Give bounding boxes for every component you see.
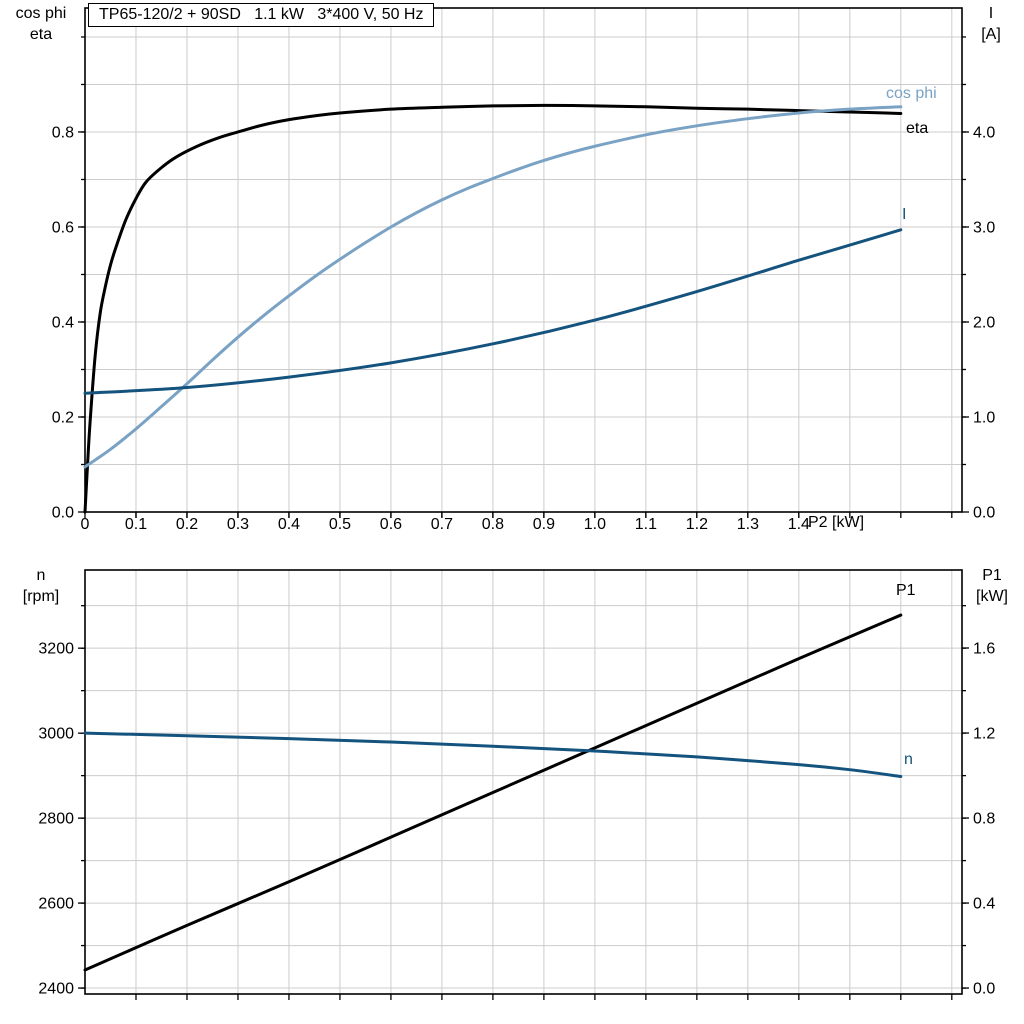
chart-1-tick-labels: 2400 2600 2800 3000 3200 0.0 0.4 0.8 1.2 1.6 <box>38 640 995 997</box>
left-tick-label: 0.0 <box>52 505 74 522</box>
left-axis-label-eta: eta <box>29 26 53 43</box>
left-tick-label: 2800 <box>38 811 74 828</box>
left-tick-label: 0.2 <box>52 409 74 426</box>
curve-label-speed: n <box>904 751 913 768</box>
curve-label-cos-phi: cos phi <box>886 85 937 102</box>
x-tick-label: 0.5 <box>329 516 351 533</box>
x-tick-label: 0.7 <box>431 516 453 533</box>
left-axis-label-cos-phi: cos phi <box>15 5 67 22</box>
curve-I <box>83 228 903 395</box>
chart-1-border <box>84 569 963 995</box>
x-axis-unit-label: P2 [kW] <box>808 514 865 531</box>
chart-1-ticks <box>78 605 969 1000</box>
x-tick-label: 0.9 <box>533 516 555 533</box>
right-tick-label: 0.8 <box>973 811 995 828</box>
x-tick-label: 0 <box>81 516 90 533</box>
right-tick-label: 2.0 <box>973 314 995 331</box>
x-tick-label: 0.3 <box>227 516 249 533</box>
right-tick-label: 3.0 <box>973 219 995 236</box>
curve-label-p1: P1 <box>896 582 916 599</box>
right-axis-unit-kw: [kW] <box>976 588 1008 605</box>
right-axis-label-current: I <box>988 5 994 22</box>
right-tick-label: 0.0 <box>973 981 995 998</box>
x-tick-label: 1.1 <box>635 516 657 533</box>
right-tick-label: 1.6 <box>973 640 995 657</box>
curve-n <box>83 731 903 778</box>
x-tick-label: 0.8 <box>482 516 504 533</box>
curve-eta <box>83 103 903 514</box>
right-tick-label: 1.2 <box>973 726 995 743</box>
chart-1-gridlines <box>85 570 962 994</box>
left-tick-label: 2600 <box>38 896 74 913</box>
curve-label-current: I <box>902 206 907 223</box>
x-tick-label: 1.4 <box>788 516 810 533</box>
x-tick-label: 0.4 <box>278 516 300 533</box>
chart-0-ticks <box>78 36 969 518</box>
chart-title-box: TP65-120/2 + 90SD 1.1 kW 3*400 V, 50 Hz <box>88 3 435 27</box>
bottom-left-axis-header: n [rpm] <box>0 565 82 607</box>
left-axis-label-speed: n <box>36 567 46 584</box>
right-tick-label: 0.0 <box>973 505 995 522</box>
x-tick-label: 0.6 <box>380 516 402 533</box>
x-tick-label: 1.3 <box>737 516 759 533</box>
x-tick-label: 0.1 <box>125 516 147 533</box>
curve-label-eta: eta <box>906 120 929 137</box>
right-axis-unit-amps: [A] <box>981 26 1001 43</box>
x-tick-label: 1.2 <box>686 516 708 533</box>
curve-cos_phi <box>83 105 903 469</box>
curve-P1 <box>83 613 903 972</box>
bottom-right-axis-header: P1 [kW] <box>962 565 1022 607</box>
left-tick-label: 2400 <box>38 981 74 998</box>
right-tick-label: 4.0 <box>973 124 995 141</box>
right-tick-label: 1.0 <box>973 409 995 426</box>
left-tick-label: 3000 <box>38 726 74 743</box>
x-tick-label: 0.2 <box>176 516 198 533</box>
chart-0-border <box>84 7 963 513</box>
right-tick-label: 0.4 <box>973 896 995 913</box>
top-left-axis-header: cos phi eta <box>0 3 82 45</box>
x-tick-label: 1.0 <box>584 516 606 533</box>
left-tick-label: 0.6 <box>52 219 74 236</box>
left-axis-unit-rpm: [rpm] <box>22 588 60 605</box>
top-right-axis-header: I [A] <box>962 3 1020 45</box>
left-tick-label: 0.4 <box>52 314 74 331</box>
right-axis-label-p1: P1 <box>982 567 1002 584</box>
left-tick-label: 3200 <box>38 641 74 658</box>
left-tick-label: 0.8 <box>52 124 74 141</box>
chart-0-tick-labels: 0.0 0.2 0.4 0.6 0.8 0.0 1.0 2.0 3.0 4.0 0 0.1 0.2 0.3… <box>52 124 996 533</box>
chart-0-gridlines <box>85 8 962 512</box>
